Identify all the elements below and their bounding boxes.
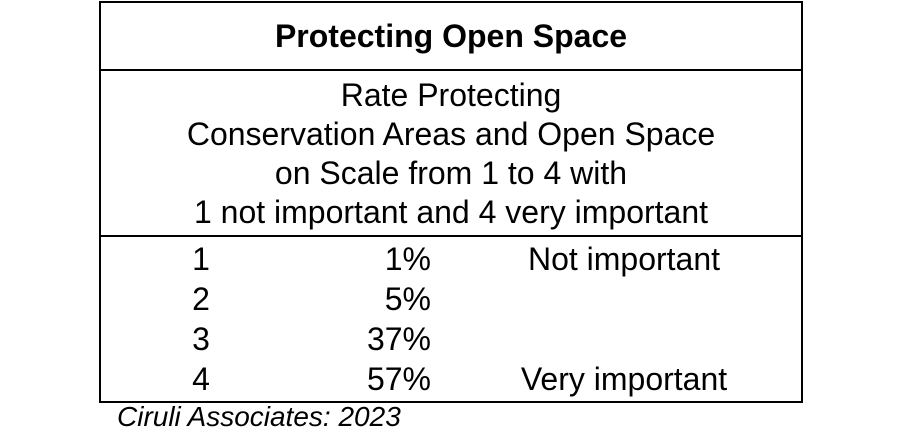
score-value: 2 — [192, 281, 210, 317]
question-line: on Scale from 1 to 4 with — [274, 155, 628, 191]
percent-value: 57% — [366, 361, 431, 397]
survey-table: Protecting Open Space Rate Protecting Co… — [99, 1, 803, 403]
source-caption: Ciruli Associates: 2023 — [117, 401, 401, 432]
table-row: 1 1% Not important — [101, 239, 801, 279]
table-row: 4 57% Very important — [101, 359, 801, 399]
scale-label: Very important — [520, 361, 728, 397]
table-title: Protecting Open Space — [101, 3, 801, 71]
score-value: 3 — [192, 321, 210, 357]
question-line: 1 not important and 4 very important — [193, 194, 709, 230]
question-text: Rate Protecting Conservation Areas and O… — [101, 71, 801, 237]
table-row: 2 5% — [101, 279, 801, 319]
percent-value: 1% — [384, 241, 431, 277]
score-value: 4 — [192, 361, 210, 397]
percent-value: 37% — [366, 321, 431, 357]
table-row: 3 37% — [101, 319, 801, 359]
question-line: Rate Protecting — [340, 77, 562, 113]
percent-value: 5% — [384, 281, 431, 317]
question-line: Conservation Areas and Open Space — [186, 116, 716, 152]
score-value: 1 — [192, 241, 210, 277]
results-rows: 1 1% Not important 2 5% 3 37% 4 57% Very… — [101, 237, 801, 399]
scale-label: Not important — [527, 241, 721, 277]
